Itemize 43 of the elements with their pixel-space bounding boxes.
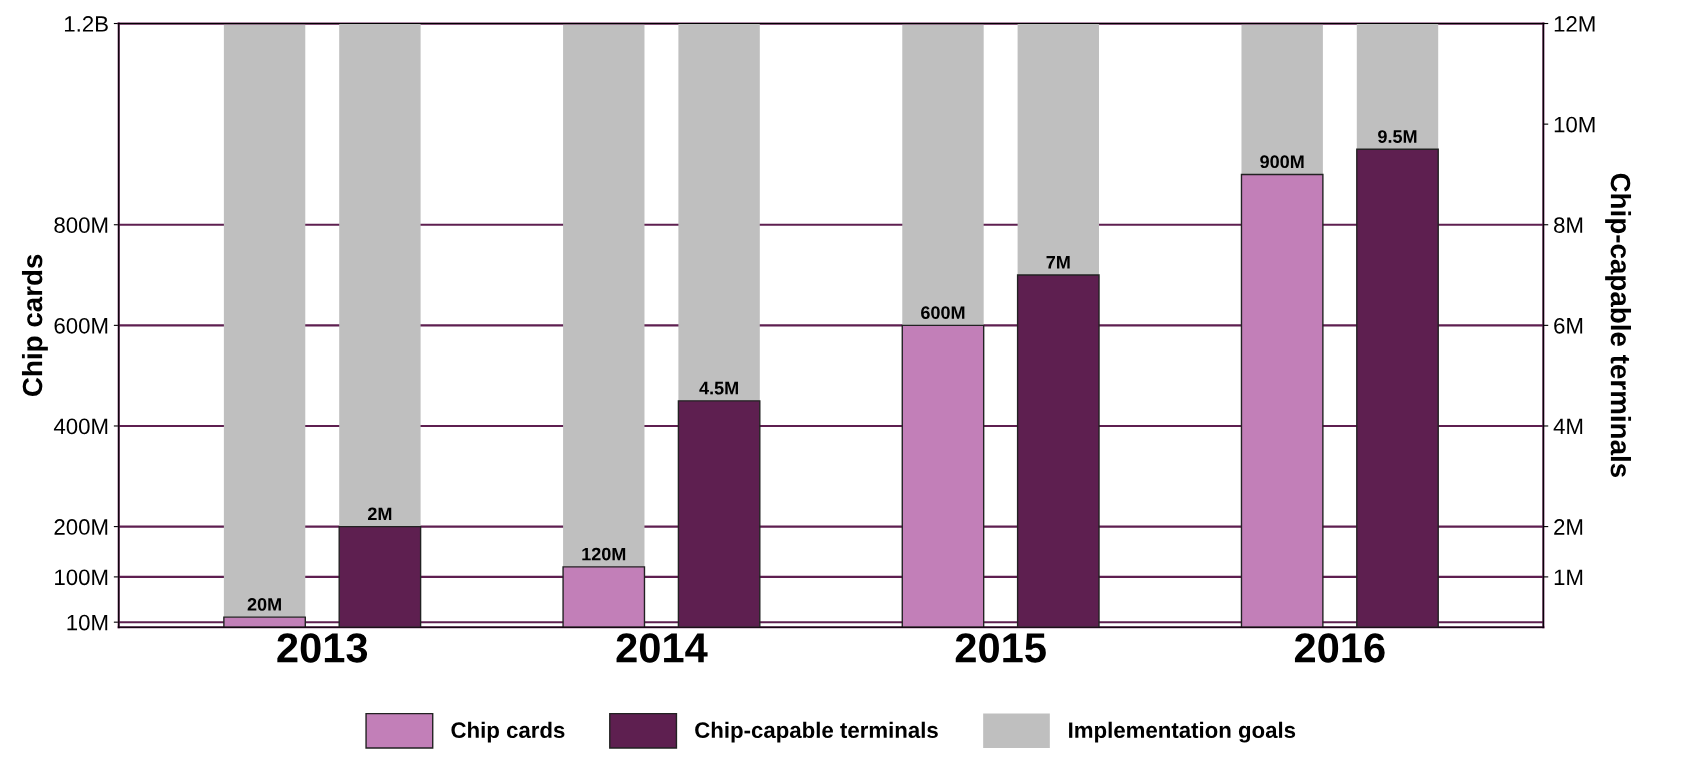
y-tick-label: 600M [54, 317, 108, 334]
x-tick-label: 2014 [616, 633, 708, 663]
data-label: 120M [582, 547, 626, 561]
bar [901, 324, 985, 628]
y-tick-label: 400M [53, 418, 108, 435]
y-tick-label: 200M [54, 519, 108, 535]
x-tick-label: 2016 [1294, 633, 1385, 663]
x-tick-label: 2013 [277, 633, 368, 663]
bar [678, 23, 760, 401]
bar [1240, 173, 1324, 628]
y-axis-title: Chip cards [21, 254, 48, 396]
bar [223, 616, 306, 628]
bar [563, 23, 645, 567]
data-label: 900M [1260, 155, 1304, 169]
data-label: 7M [1046, 256, 1070, 269]
bar [562, 566, 646, 628]
y-tick-label: 100M [55, 569, 108, 586]
data-label: 4.5M [699, 381, 738, 395]
data-label: 2M [367, 507, 392, 521]
legend-label: Chip-capable terminals [695, 721, 938, 743]
y-tick-label: 800M [54, 217, 108, 234]
y-tick-label: 10M [67, 614, 108, 631]
bar [1017, 23, 1100, 276]
legend-label: Implementation goals [1069, 721, 1296, 743]
y2-tick-label: 6M [1554, 317, 1583, 334]
data-label: 20M [247, 598, 281, 611]
bar [1356, 23, 1439, 150]
y-tick-label: 1.2B [64, 16, 108, 32]
y2-tick-label: 4M [1553, 418, 1583, 435]
data-label: 600M [921, 306, 965, 320]
y2-axis-title: Chip-capable terminals [1605, 173, 1632, 478]
bar [902, 23, 984, 326]
y2-tick-label: 10M [1554, 116, 1595, 133]
y2-tick-label: 12M [1554, 16, 1595, 32]
x-tick-label: 2015 [955, 633, 1046, 663]
data-label: 9.5M [1378, 130, 1417, 143]
y2-tick-label: 2M [1554, 519, 1583, 535]
bar [223, 23, 306, 618]
legend-label: Chip cards [451, 721, 565, 743]
y2-tick-label: 1M [1554, 569, 1583, 585]
bar [1241, 23, 1323, 175]
y2-tick-label: 8M [1554, 217, 1583, 234]
bar [339, 23, 421, 527]
